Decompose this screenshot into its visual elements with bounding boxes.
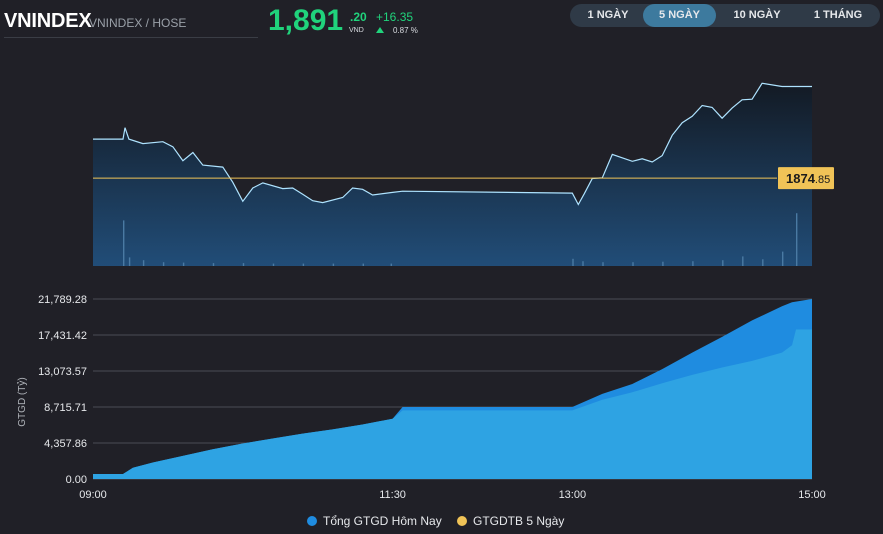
price-integer: 1,891: [268, 4, 344, 37]
x-tick-label: 15:00: [798, 489, 826, 501]
price-line: [93, 82, 812, 206]
volume-bar: [782, 251, 784, 266]
legend-dot-today: [307, 516, 317, 526]
volume-bar: [302, 263, 305, 266]
volume-bar: [123, 220, 125, 266]
x-tick-label: 11:30: [379, 489, 406, 501]
y-tick-label: 21,789.28: [38, 294, 87, 306]
y-tick-label: 0.00: [66, 474, 87, 486]
volume-bar: [632, 262, 634, 266]
volume-bar: [692, 261, 694, 266]
volume-bar: [796, 213, 798, 266]
volume-bar: [762, 259, 764, 266]
volume-bar: [362, 263, 364, 266]
volume-bar: [242, 263, 245, 266]
legend-item-avg5: GTGDTB 5 Ngày: [457, 514, 564, 528]
volume-bar: [742, 256, 744, 266]
tab-10-ngay[interactable]: 10 NGÀY: [733, 9, 781, 21]
volume-bar: [390, 263, 392, 266]
legend-label-today: Tổng GTGD Hôm Nay: [323, 514, 442, 528]
tab-5-ngay[interactable]: 5 NGÀY: [643, 4, 716, 27]
legend-label-avg5: GTGDTB 5 Ngày: [473, 514, 565, 528]
avg5-value-area: [93, 329, 812, 479]
price-unit: VND: [349, 27, 364, 34]
price-decimal: .20: [350, 10, 367, 24]
index-subtitle: VNINDEX / HOSE: [89, 16, 187, 30]
y-tick-label: 8,715.71: [44, 402, 87, 414]
legend-dot-avg5: [457, 516, 467, 526]
price-chart: 1874.85: [93, 82, 834, 266]
y-axis-label: GTGD (Tỷ): [16, 377, 28, 426]
y-tick-label: 4,357.86: [44, 438, 87, 450]
trading-value-chart: 21,789.28 17,431.42 13,073.57 8,715.71 4,357…: [16, 294, 826, 501]
volume-bar: [128, 257, 131, 266]
change-absolute: +16.35: [376, 10, 414, 24]
volume-bar: [582, 261, 584, 266]
volume-bar: [212, 263, 215, 266]
volume-bar: [142, 260, 145, 266]
volume-bar: [272, 263, 275, 266]
reference-value-label: 1874.85: [786, 171, 830, 186]
volume-bar: [722, 260, 724, 266]
y-tick-label: 13,073.57: [38, 366, 87, 378]
volume-bar: [602, 262, 604, 266]
header-divider: [4, 37, 258, 38]
legend-item-today: Tổng GTGD Hôm Nay: [307, 514, 442, 528]
price-area: [93, 83, 812, 266]
index-title: VNINDEX: [4, 10, 92, 32]
x-tick-label: 09:00: [79, 489, 107, 501]
x-tick-label: 13:00: [559, 489, 587, 501]
volume-bar: [332, 263, 335, 266]
volume-bar: [162, 262, 165, 266]
up-arrow-icon: [376, 27, 384, 33]
tab-1-ngay[interactable]: 1 NGÀY: [587, 9, 629, 21]
volume-bar: [182, 262, 185, 266]
volume-bar: [662, 261, 664, 266]
reference-tag: [778, 167, 834, 190]
y-tick-label: 17,431.42: [38, 330, 87, 342]
tab-1-thang[interactable]: 1 THÁNG: [813, 9, 863, 21]
change-percent: 0.87 %: [393, 26, 418, 35]
period-tabs: 1 NGÀY 5 NGÀY 10 NGÀY 1 THÁNG: [570, 4, 880, 27]
volume-bar: [572, 258, 574, 266]
